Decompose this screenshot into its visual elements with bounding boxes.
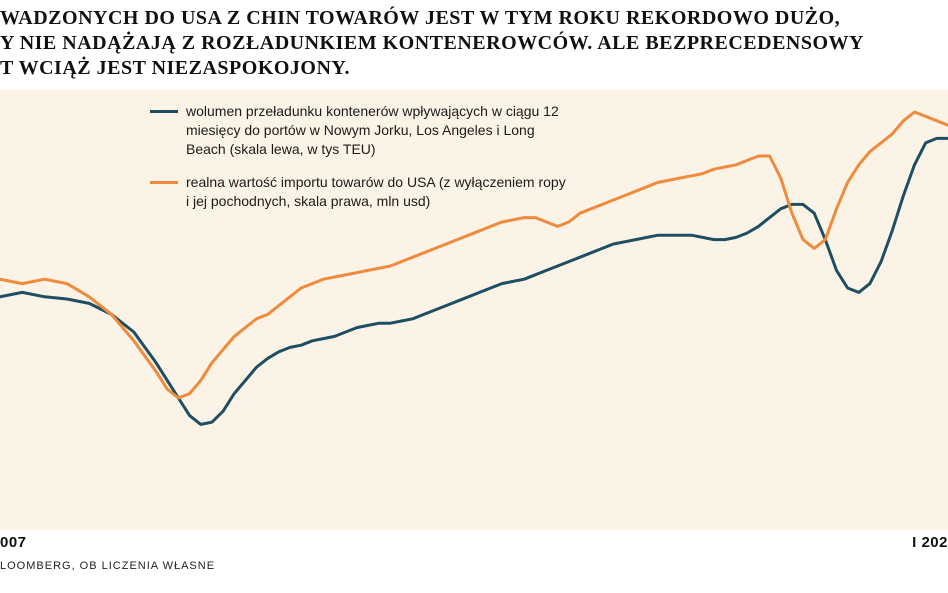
x-axis-labels: 007 I 202 (0, 534, 948, 554)
legend: wolumen przeładunku kontenerów wpływając… (150, 102, 570, 224)
page: wadzonych do USA z Chin towarów jest w t… (0, 0, 948, 593)
headline-line-2: y nie nadążają z rozładunkiem kontenerow… (0, 31, 948, 56)
legend-item-container-volume: wolumen przeładunku kontenerów wpływając… (150, 102, 570, 159)
legend-label-import-value: realna wartość importu towarów do USA (z… (186, 173, 570, 211)
headline-line-3: t wciąż jest niezaspokojony. (0, 56, 948, 81)
legend-item-import-value: realna wartość importu towarów do USA (z… (150, 173, 570, 211)
x-axis-year-end: I 202 (912, 534, 948, 551)
legend-swatch-container-volume (150, 110, 178, 113)
headline: wadzonych do USA z Chin towarów jest w t… (0, 0, 948, 91)
legend-label-container-volume: wolumen przeładunku kontenerów wpływając… (186, 102, 570, 159)
legend-swatch-import-value (150, 181, 178, 184)
headline-line-1: wadzonych do USA z Chin towarów jest w t… (0, 6, 948, 31)
x-axis-year-start: 007 (0, 534, 27, 551)
source-attribution: LOOMBERG, OB LICZENIA WŁASNE (0, 560, 215, 572)
